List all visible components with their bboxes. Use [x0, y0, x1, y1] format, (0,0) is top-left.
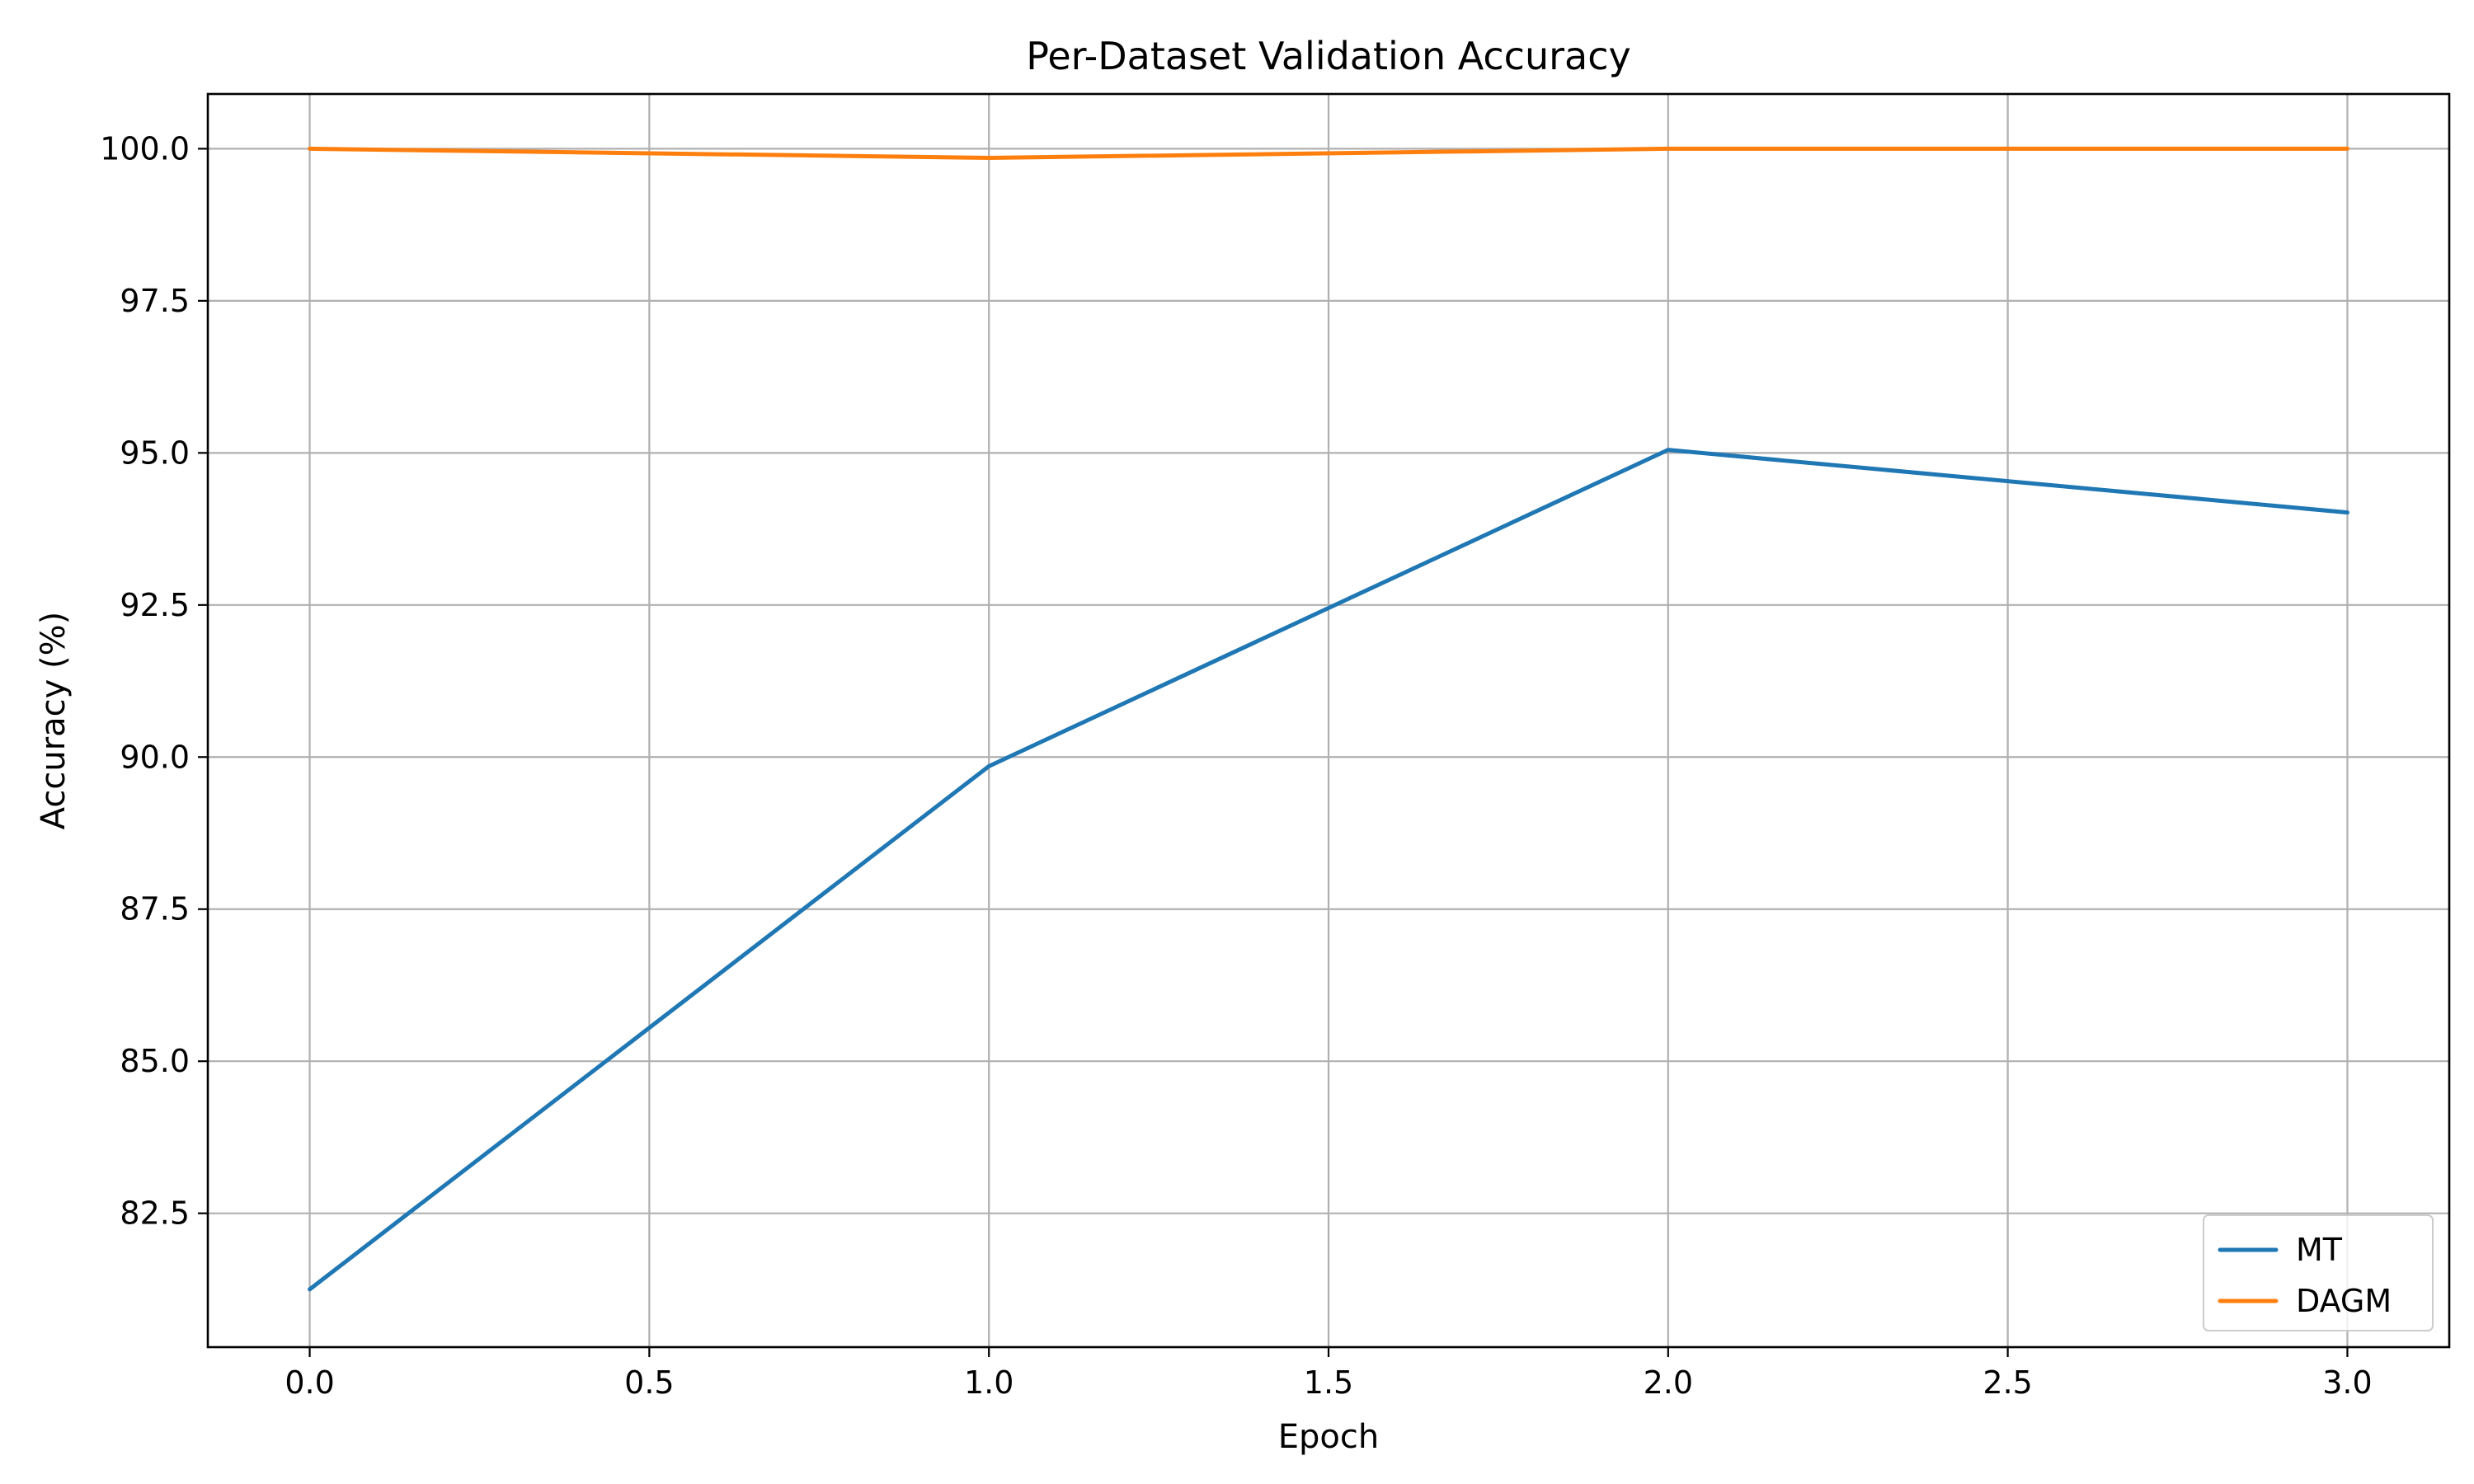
x-tick-label: 0.5	[624, 1364, 674, 1401]
legend: MT DAGM	[2203, 1214, 2434, 1331]
x-tick-label: 1.0	[964, 1364, 1014, 1401]
y-tick-label: 82.5	[120, 1195, 190, 1232]
x-tick-label: 2.5	[1982, 1364, 2032, 1401]
y-tick-label: 100.0	[100, 130, 190, 167]
series-line-dagm	[308, 146, 2349, 160]
series-line-mt	[308, 448, 2349, 1292]
x-tick-label: 3.0	[2322, 1364, 2372, 1401]
y-tick-label: 97.5	[120, 283, 190, 319]
grid	[208, 94, 2449, 1347]
axis-ticks: 0.0 0.5 1.0 1.5 2.0 2.5 3.0 82.5 85.0 87.5 90.0 92.…	[100, 130, 2372, 1401]
legend-label-mt: MT	[2296, 1232, 2343, 1268]
series-lines	[308, 146, 2349, 1292]
legend-label-dagm: DAGM	[2296, 1283, 2392, 1319]
chart-title: Per-Dataset Validation Accuracy	[1026, 34, 1631, 78]
y-tick-label: 90.0	[120, 739, 190, 775]
y-tick-label: 92.5	[120, 587, 190, 623]
x-axis-label: Epoch	[1278, 1418, 1379, 1456]
x-tick-label: 2.0	[1644, 1364, 1693, 1401]
x-tick-label: 1.5	[1304, 1364, 1353, 1401]
y-tick-label: 85.0	[120, 1043, 190, 1079]
x-tick-label: 0.0	[285, 1364, 334, 1401]
y-tick-label: 87.5	[120, 891, 190, 928]
y-tick-label: 95.0	[120, 434, 190, 471]
y-axis-label: Accuracy (%)	[35, 612, 73, 830]
